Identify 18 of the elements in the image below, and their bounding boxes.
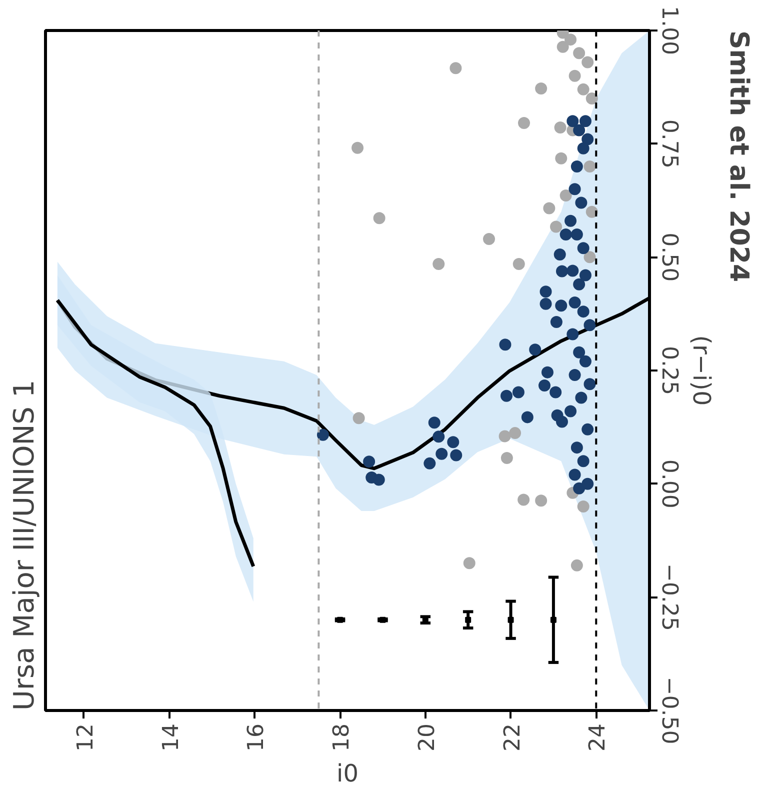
x-tick-label: 16 [244, 723, 270, 752]
text: Smith et al. 2024 [724, 30, 754, 282]
text: Ursa Major III/UNIONS 1 [8, 380, 40, 710]
x-tick-label: 24 [586, 723, 611, 752]
y-tick-label: 0.75 [656, 119, 682, 168]
x-tick-label: 22 [500, 723, 526, 752]
y-tick-label: −0.25 [656, 563, 682, 631]
y-tick-label: 0.50 [656, 232, 682, 282]
y-tick-label: 1.00 [656, 6, 682, 55]
x-axis-title: i0 [336, 759, 358, 788]
x-tick-label: 14 [158, 723, 184, 752]
y-tick-label: 0.25 [656, 346, 682, 395]
y-axis-title: (r−i)0 [688, 335, 716, 406]
y-tick-label: 0.00 [656, 459, 682, 508]
x-tick-label: 20 [414, 723, 440, 752]
y-tick-label: −0.50 [656, 676, 682, 744]
x-tick-label: 12 [73, 723, 98, 752]
x-tick-label: 18 [330, 723, 355, 752]
